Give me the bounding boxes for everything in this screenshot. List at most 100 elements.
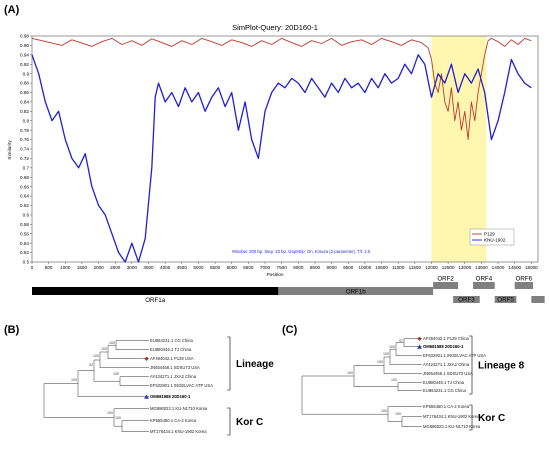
orf-bar-orf1b [278,287,434,295]
y-tick-label: 0.6 [23,213,30,218]
y-tick-label: 0.72 [20,156,29,161]
y-tick-label: 0.62 [20,203,29,208]
y-tick-label: 0.82 [20,109,29,114]
x-tick-label: 7000 [260,265,271,270]
clade-bracket [227,407,231,436]
x-tick-label: 5500 [210,265,221,270]
y-tick-label: 0.54 [20,241,29,246]
taxon-label: AY424271.1 JXA2 China [423,362,470,367]
y-tick-label: 0.94 [20,52,29,57]
bootstrap-label: 100 [395,412,401,416]
bootstrap-label: 100 [347,371,353,375]
orf-label-orf5: ORF5 [497,297,514,304]
taxon-label: EF532801.1 INGELVAC ATP USA [423,353,486,358]
bootstrap-label: 100 [391,378,397,382]
y-tick-label: 0.68 [20,175,29,180]
x-tick-label: 15000 [525,265,538,270]
bootstrap-label: 92 [89,363,93,367]
x-tick-label: 4500 [177,265,188,270]
phylo-tree-b: EU864231.1 CG China EU880446.1 TJ China AF… [43,336,274,436]
x-tick-label: 9000 [326,265,337,270]
bootstrap-label: 100 [107,411,113,415]
x-tick-label: 11000 [392,265,405,270]
y-tick-label: 0.52 [20,250,29,255]
clade-label: Lineage 8 [236,359,274,370]
taxon-label: MG886023.1 KU-N1710 Korea [423,424,481,429]
clade-label: Kor C [236,417,263,428]
y-tick-label: 0.76 [20,137,29,142]
x-tick-label: 4000 [160,265,171,270]
y-tick-label: 0.5 [23,260,30,265]
taxon-label: AF494042.1 P129 China [423,336,470,341]
x-tick-label: 10500 [375,265,388,270]
taxon-label: KP555450.1 CA-2 Korea [423,404,470,409]
simplot-chart: SimPlot-Query: 20D160-1 0.5 0.52 0.54 0.56 0.… [7,23,545,304]
orf-label-orf1b: ORF1b [346,289,367,296]
x-tick-label: 13500 [475,265,488,270]
x-tick-label: 12000 [425,265,438,270]
taxon-label: JN654458.1 SDSU73 USA [150,365,200,370]
panel-label-b: (B) [4,324,20,336]
taxon-label: MT176434.1 KNU-1902 Korea [423,414,480,419]
taxon-label: JN654458.1 SDSU73 USA [423,371,473,376]
x-tick-label: 500 [45,265,53,270]
y-tick-label: 0.78 [20,128,29,133]
clade-label: Lineage 8 [478,361,525,372]
x-tick-label: 6000 [227,265,238,270]
y-tick-label: 0.56 [20,231,29,236]
clade-bracket [227,336,231,391]
y-tick-label: 0.7 [23,165,30,170]
highlight-region [431,36,487,262]
taxon-label: AY424271.1 JXA2 China [150,374,197,379]
legend-box [469,228,515,246]
y-tick-label: 0.64 [20,194,29,199]
x-tick-label: 9500 [343,265,354,270]
y-tick-label: 0.92 [20,62,29,67]
y-tick-label: 0.66 [20,184,29,189]
taxon-label: EF532801.1 INGELVAC ATP USA [150,383,213,388]
x-axis-label: Position [266,272,283,278]
orf-label-orf6: ORF6 [516,276,533,283]
orf-bar-orf7 [531,296,545,303]
bootstrap-label: 100 [93,354,99,358]
series-line-p129 [31,37,532,141]
bootstrap-label: 100 [113,372,119,376]
bootstrap-label: 100 [381,409,387,413]
series-line-knu-1902 [31,54,532,263]
orf-bar-orf5 [494,296,517,303]
orf-bar-orf2 [433,282,459,289]
x-tick-label: 12500 [442,265,455,270]
phylo-tree-c: AF494042.1 P129 China OM681588 20D160-1 EF… [301,335,525,431]
bootstrap-label: 100 [71,378,77,382]
y-tick-label: 0.96 [20,43,29,48]
x-tick-label: 11500 [409,265,422,270]
taxon-label: EU864231.1 CG China [150,338,194,343]
taxon-label: MG886023.1 KU-N1710 Korea [150,406,208,411]
orf-label-orf4: ORF4 [476,276,493,283]
y-tick-label: 0.84 [20,100,29,105]
x-tick-label: 8500 [310,265,321,270]
x-tick-label: 1000 [60,265,71,270]
clade-label: Kor C [478,413,505,424]
bootstrap-label: 97 [399,339,403,343]
y-axis-label: Similarity [7,140,13,160]
clade-bracket [469,404,473,431]
panel-label-a: (A) [4,4,20,16]
orf-bar-orf1a [32,287,279,295]
orf-label-orf3: ORF3 [458,297,475,304]
bootstrap-label: 100 [377,360,383,364]
clade-bracket [469,335,473,395]
taxon-label: EU880446.1 TJ China [150,347,192,352]
bootstrap-label: 100 [115,416,121,420]
x-tick-label: 5000 [193,265,204,270]
orf-bar-orf4 [473,282,495,289]
orf-label-orf1a: ORF1a [145,297,166,304]
legend-label: KNU-1902 [484,238,506,243]
panel-label-c: (C) [282,324,298,336]
x-tick-label: 7500 [277,265,288,270]
x-tick-label: 13000 [458,265,471,270]
taxon-label: AF494042.1 P129 USA [150,356,194,361]
y-tick-label: 0.98 [20,34,29,39]
bootstrap-label: 100 [109,341,115,345]
x-tick-label: 6500 [243,265,254,270]
